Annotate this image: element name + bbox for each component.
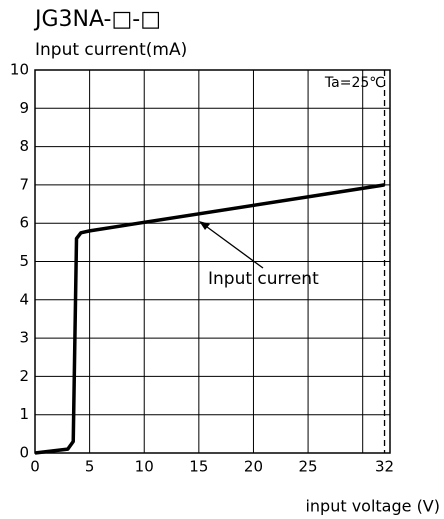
y-tick-label: 7	[19, 175, 29, 193]
x-tick-label: 32	[375, 458, 394, 476]
y-tick-label: 10	[10, 61, 29, 79]
x-tick-label: 0	[30, 458, 40, 476]
y-tick-label: 9	[19, 99, 29, 117]
annotation: Input current	[208, 269, 319, 289]
y-tick-label: 0	[19, 444, 29, 462]
y-axis-label: Input current(mA)	[35, 40, 187, 60]
x-tick-label: 10	[135, 458, 154, 476]
y-tick-label: 1	[19, 405, 29, 423]
x-tick-label: 25	[299, 458, 318, 476]
chart-title: JG3NA-□-□	[33, 7, 161, 32]
y-tick-label: 5	[19, 252, 29, 270]
x-tick-label: 20	[244, 458, 263, 476]
x-axis-label: input voltage (V)	[305, 497, 440, 516]
y-tick-label: 2	[19, 367, 29, 385]
y-tick-label: 3	[19, 329, 29, 347]
y-tick-label: 6	[19, 214, 29, 232]
x-tick-label: 5	[85, 458, 95, 476]
condition-label: Ta=25℃	[324, 75, 385, 91]
y-tick-label: 8	[19, 137, 29, 155]
x-tick-label: 15	[189, 458, 208, 476]
y-tick-label: 4	[19, 290, 29, 308]
series-line	[34, 183, 385, 455]
